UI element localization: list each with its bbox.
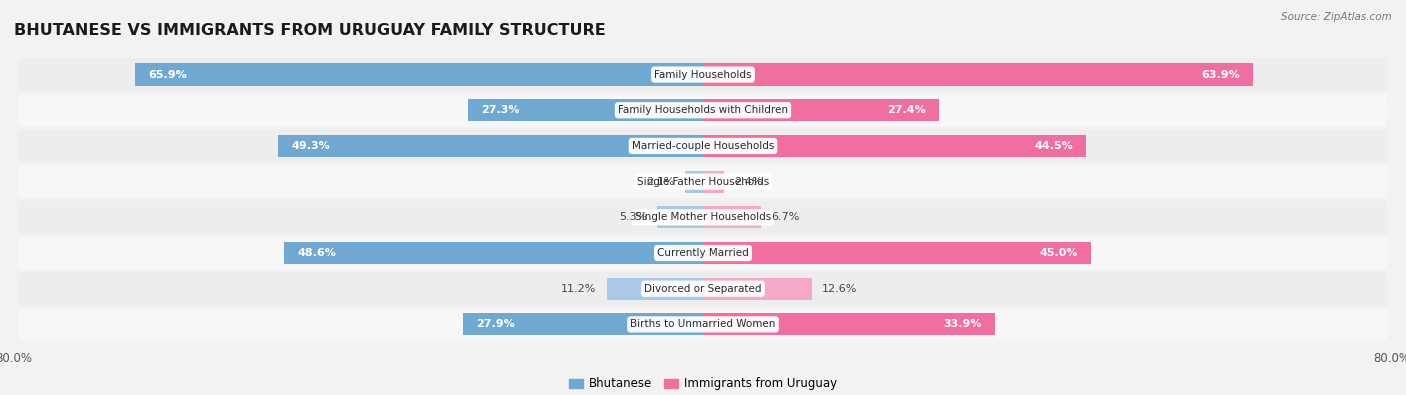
Bar [468,99,703,121]
Bar [685,171,703,193]
Bar [606,278,703,300]
Text: Single Mother Households: Single Mother Households [636,213,770,222]
Text: 2.1%: 2.1% [647,177,675,186]
Text: Births to Unmarried Women: Births to Unmarried Women [630,320,776,329]
Text: 27.3%: 27.3% [481,105,519,115]
Bar [135,64,703,86]
Text: 2.4%: 2.4% [734,177,762,186]
Text: Family Households with Children: Family Households with Children [619,105,787,115]
Bar [278,135,703,157]
Text: 65.9%: 65.9% [149,70,187,79]
Text: 48.6%: 48.6% [298,248,336,258]
Bar [284,242,703,264]
Bar [463,313,703,335]
Text: Source: ZipAtlas.com: Source: ZipAtlas.com [1281,12,1392,22]
Text: Family Households: Family Households [654,70,752,79]
FancyBboxPatch shape [18,237,1388,269]
FancyBboxPatch shape [18,201,1388,234]
Bar [703,313,995,335]
Text: 45.0%: 45.0% [1039,248,1077,258]
Text: 11.2%: 11.2% [561,284,596,294]
Text: 27.9%: 27.9% [475,320,515,329]
Bar [703,135,1087,157]
Text: 5.3%: 5.3% [619,213,647,222]
FancyBboxPatch shape [18,58,1388,91]
Bar [703,206,761,228]
FancyBboxPatch shape [18,272,1388,305]
Bar [703,171,724,193]
Bar [703,242,1091,264]
Text: Divorced or Separated: Divorced or Separated [644,284,762,294]
FancyBboxPatch shape [18,130,1388,162]
Text: 44.5%: 44.5% [1035,141,1073,151]
Text: Single Father Households: Single Father Households [637,177,769,186]
Text: 49.3%: 49.3% [291,141,330,151]
Bar [703,99,939,121]
Text: 63.9%: 63.9% [1202,70,1240,79]
Text: Married-couple Households: Married-couple Households [631,141,775,151]
Text: BHUTANESE VS IMMIGRANTS FROM URUGUAY FAMILY STRUCTURE: BHUTANESE VS IMMIGRANTS FROM URUGUAY FAM… [14,23,606,38]
Text: 12.6%: 12.6% [823,284,858,294]
Text: 6.7%: 6.7% [770,213,800,222]
FancyBboxPatch shape [18,165,1388,198]
Legend: Bhutanese, Immigrants from Uruguay: Bhutanese, Immigrants from Uruguay [564,372,842,395]
Text: 27.4%: 27.4% [887,105,927,115]
Text: Currently Married: Currently Married [657,248,749,258]
FancyBboxPatch shape [18,94,1388,127]
FancyBboxPatch shape [18,308,1388,341]
Bar [658,206,703,228]
Text: 33.9%: 33.9% [943,320,981,329]
Bar [703,64,1253,86]
Bar [703,278,811,300]
